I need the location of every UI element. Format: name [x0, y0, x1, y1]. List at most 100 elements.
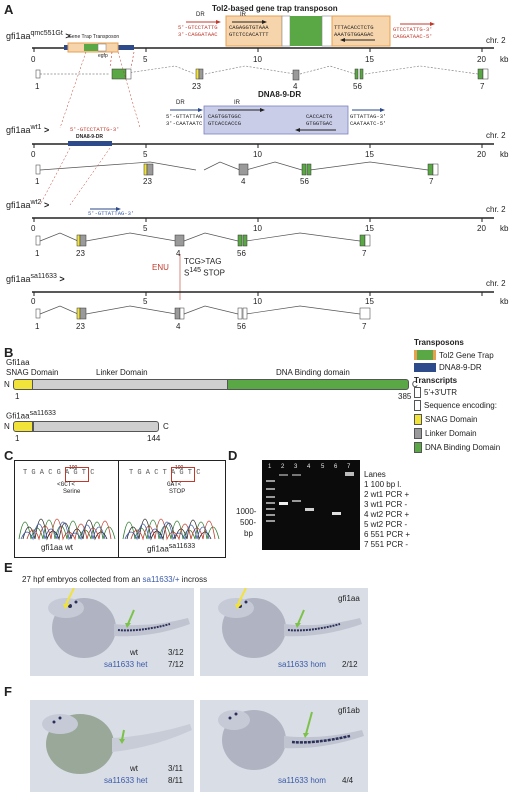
end-label-2: 144 [147, 434, 161, 443]
f-right-hom-count: 4/4 [342, 776, 354, 785]
exon-7-r4: 7 [362, 322, 367, 331]
protein-wt-name: Gfi1aa [6, 358, 30, 367]
exon-1-r1: 1 [35, 82, 40, 91]
exon-56-r1: 56 [353, 82, 362, 91]
exon-4-r4: 4 [176, 322, 181, 331]
wt-trace-label: gfi1aa wt [41, 543, 74, 552]
transcript-1 [35, 65, 489, 81]
mut-trace-label: gfi1aasa11633 [147, 543, 196, 554]
linker-domain-2 [33, 421, 159, 432]
chromatogram-box: T G A C G A G T C 100 <GCT< Serine T G A… [14, 460, 226, 558]
dna8-bar-2 [68, 141, 112, 146]
linker-domain-1 [33, 379, 227, 390]
exon-56-r4: 56 [237, 322, 246, 331]
exon-23-r1: 23 [192, 82, 201, 91]
legend: Transposons Tol2 Gene Trap DNA8-9-DR Tra… [414, 338, 520, 453]
lane-num-7: 7 [347, 464, 351, 470]
panel-c-letter: C [4, 448, 14, 463]
wt-seq-text: T G A C G A G T C [23, 469, 95, 477]
lane-num-6: 6 [334, 464, 338, 470]
tol2-green-seg [290, 16, 322, 46]
exon-4-r3: 4 [176, 249, 181, 258]
exon-23-r3: 23 [76, 249, 85, 258]
transcript-2 [35, 161, 439, 176]
tick-10-r3: 10 [253, 224, 262, 233]
lane-num-4: 4 [307, 464, 311, 470]
dna8-sequence-box [203, 105, 349, 135]
ladder-bands [266, 480, 275, 522]
panel-d-letter: D [228, 448, 238, 463]
dna8-swatch-icon [414, 363, 436, 372]
embryo-f-left: wt 3/11 sa11633 het 8/11 [30, 700, 194, 792]
band-lane-4 [305, 508, 314, 511]
allele-label-wt1: gfi1aawt1 > [6, 124, 50, 135]
tol2-white-seg-2 [321, 15, 333, 47]
lane-num-1: 1 [268, 464, 272, 470]
snag-title: SNAG Domain [6, 368, 59, 377]
dbd-domain-1 [227, 379, 409, 390]
lane-num-3: 3 [294, 464, 298, 470]
linker-title: Linker Domain [96, 368, 148, 377]
transcript-3 [35, 232, 371, 247]
c-label-2: C [163, 422, 169, 431]
chr-label-4: chr. 2 [486, 279, 506, 288]
kb-r1: kb [500, 55, 509, 64]
legend-linker: Linker Domain [414, 428, 520, 439]
legend-transposons-title: Transposons [414, 338, 464, 347]
tick-10-r1: 10 [253, 55, 262, 64]
snag-domain-2 [13, 421, 33, 432]
tick-20-r1: 20 [477, 55, 486, 64]
tol2-left-ir-box [225, 15, 283, 47]
enu-label: ENU [152, 263, 169, 272]
chr-label-3: chr. 2 [486, 205, 506, 214]
embryo-f-right: gfi1ab sa11633 hom 4/4 [200, 700, 368, 792]
e-right-hom-count: 2/12 [342, 660, 358, 669]
panel-a-diagram [32, 15, 494, 320]
f-left-wt: wt [130, 764, 138, 773]
legend-dbd: DNA Binding Domain [414, 442, 520, 453]
f-right-hom: sa11633 hom [278, 776, 326, 785]
dr-label-1: DR [196, 12, 205, 18]
band-lane-6 [332, 512, 341, 515]
mut-codon: GAT< [167, 481, 182, 488]
embryo-e-right: gfi1aa sa11633 hom 2/12 [200, 588, 368, 676]
lane-desc-3: 3 wt1 PCR - [364, 500, 408, 509]
n-label-1: N [4, 380, 10, 389]
embryo-e-left-drawing [48, 588, 190, 658]
wt-aa: Serine [63, 489, 81, 495]
utr-swatch-icon [414, 387, 421, 398]
seq-swatch-icon [414, 400, 421, 411]
start-label-2: 1 [15, 434, 20, 443]
kb-r4: kb [500, 297, 509, 306]
band-lane-3 [292, 500, 301, 502]
exon-23-r4: 23 [76, 322, 85, 331]
tick-10-r4: 10 [253, 297, 262, 306]
mut-codon-box [171, 467, 195, 482]
lane-desc-4: 4 wt2 PCR + [364, 510, 410, 519]
exon-1-r3: 1 [35, 249, 40, 258]
gel-image: 1 2 3 4 5 6 7 [262, 460, 360, 550]
end-label-1: 385 [398, 392, 412, 401]
kb-r2: kb [500, 150, 509, 159]
dna8-seq-ir-left: CAGTGGTGGC GTCACCACCG [208, 113, 242, 127]
tick-15-r1: 15 [365, 55, 374, 64]
dbd-title: DNA Binding domain [276, 368, 350, 377]
lane-desc-5: 5 wt2 PCR - [364, 520, 408, 529]
gene-trap-sublabel: egfp [98, 53, 108, 59]
linker-swatch-icon [414, 428, 422, 439]
tol2-swatch-icon [414, 350, 436, 360]
exon-7-r2: 7 [429, 177, 434, 186]
legend-seq-enc: Sequence encoding: [414, 400, 520, 411]
exon-56-r3: 56 [237, 249, 246, 258]
gene-trap-egfp [84, 44, 98, 51]
panel-e-title: 27 hpf embryos collected from an sa11633… [22, 575, 208, 584]
tol2-white-seg-1 [281, 15, 291, 47]
e-left-het: sa11633 het [104, 660, 148, 669]
ir-label-1: IR [240, 12, 246, 18]
f-right-gene: gfi1ab [338, 706, 360, 715]
wt1-seq: 5'-GTCCTATTG-3' [70, 126, 120, 133]
n-label-2: N [4, 422, 10, 431]
tick-5-r3: 5 [143, 224, 148, 233]
panel-e-letter: E [4, 560, 13, 575]
legend-dna8: DNA8-9-DR [414, 363, 520, 372]
